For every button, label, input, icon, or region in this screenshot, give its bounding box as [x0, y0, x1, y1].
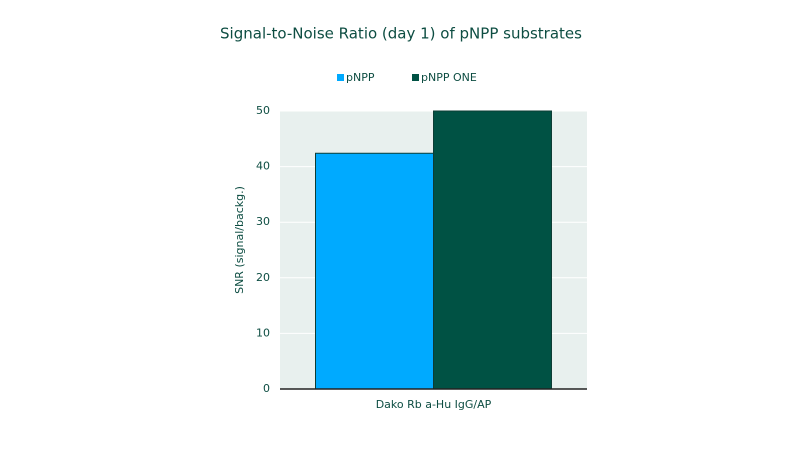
legend-label: pNPP ONE: [421, 71, 477, 84]
bar: [315, 152, 434, 390]
y-tick-label: 20: [256, 271, 270, 284]
y-tick-label: 0: [263, 382, 270, 395]
legend-swatch: [412, 74, 419, 81]
bar: [433, 110, 552, 390]
y-tick-label: 40: [256, 160, 270, 173]
legend-label: pNPP: [346, 71, 375, 84]
y-axis-label: SNR (signal/backg.): [233, 186, 246, 294]
legend-swatch: [337, 74, 344, 81]
y-tick-label: 10: [256, 326, 270, 339]
x-tick-label: Dako Rb a-Hu IgG/AP: [376, 398, 492, 411]
y-tick-label: 30: [256, 215, 270, 228]
y-tick-label: 50: [256, 104, 270, 117]
chart-title: Signal-to-Noise Ratio (day 1) of pNPP su…: [220, 25, 582, 43]
